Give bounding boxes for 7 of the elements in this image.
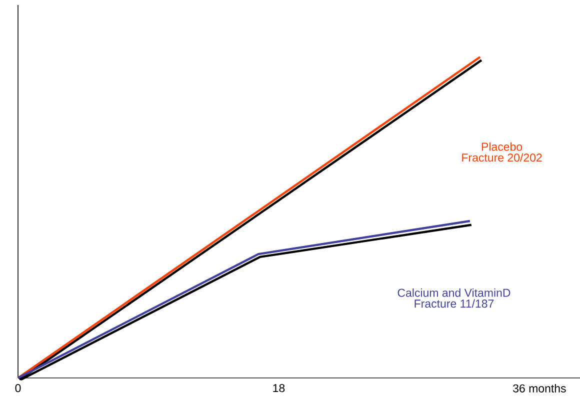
text: Placebo [482,142,522,151]
annotation: Fracture 20/202 [462,153,542,162]
x-tick-label: 18 [273,384,285,392]
x-tick-label: 36 months [513,384,566,392]
annotation: Fracture 11/187 [414,299,494,308]
text: Calcium and VitaminD [398,288,510,297]
x-tick-label: 0 [15,384,21,392]
